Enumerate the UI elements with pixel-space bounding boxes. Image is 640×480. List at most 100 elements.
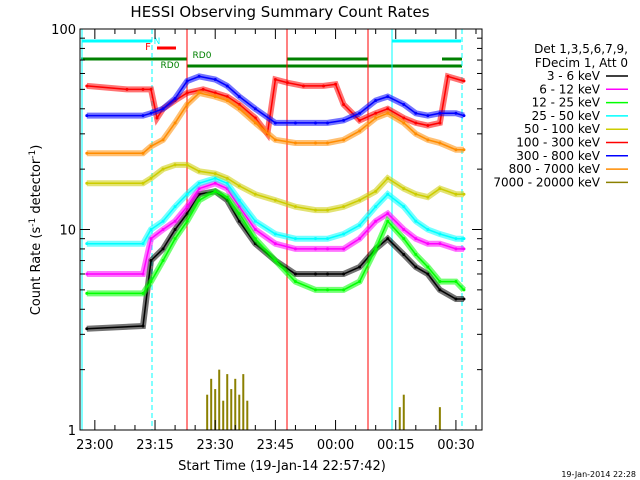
series-point <box>185 91 189 95</box>
series-point <box>386 107 390 111</box>
series-point <box>141 291 145 295</box>
x-tick-label: 00:15 <box>377 438 414 453</box>
y-axis: 1 10 100 <box>51 23 482 439</box>
series-point <box>314 121 318 125</box>
series-point <box>342 232 346 236</box>
series-point <box>358 265 362 269</box>
series-point <box>149 144 153 148</box>
series-point <box>85 272 89 276</box>
series-point <box>225 176 229 180</box>
series-point <box>414 192 418 196</box>
series-point <box>141 242 145 246</box>
series-point <box>213 181 217 185</box>
series-point <box>213 95 217 99</box>
series-point <box>342 205 346 209</box>
series-group <box>85 73 466 126</box>
series-point <box>462 297 466 301</box>
x-tick-label: 23:15 <box>136 438 173 453</box>
series-point <box>173 205 177 209</box>
series-point <box>326 141 330 145</box>
series-point <box>273 138 277 142</box>
series-point <box>342 138 346 142</box>
series-point <box>273 259 277 263</box>
series-point <box>185 205 189 209</box>
series-point <box>173 228 177 231</box>
series-point <box>358 118 362 122</box>
series-point <box>322 84 326 88</box>
series-point <box>438 280 442 284</box>
series-point <box>197 74 201 78</box>
y-axis-label-sup2: -1 <box>28 150 38 159</box>
legend-label: 800 - 7000 keV <box>509 162 601 176</box>
series-point <box>314 247 318 251</box>
series-group <box>85 187 467 297</box>
series-point <box>374 219 378 223</box>
x-tick-label: 00:00 <box>317 438 354 453</box>
series-point <box>293 247 297 251</box>
series-point <box>185 163 189 167</box>
series-point <box>213 172 217 176</box>
legend-label: 50 - 100 keV <box>524 122 601 136</box>
series-point <box>374 98 378 102</box>
legend: Det 1,3,5,6,7,9, FDecim 1, Att 0 3 - 6 k… <box>493 42 628 189</box>
series-point <box>454 148 458 152</box>
series-point <box>125 87 129 91</box>
y-tick-label: 1 <box>68 424 76 439</box>
series-point <box>462 148 466 152</box>
x-tick-label: 23:00 <box>76 438 113 453</box>
series-point <box>358 237 362 241</box>
series-point <box>149 259 153 263</box>
y-tick-label: 10 <box>59 224 76 239</box>
series-point <box>85 327 89 331</box>
series-point <box>173 219 177 223</box>
series-point <box>237 107 241 111</box>
series-point <box>185 79 189 83</box>
series-point <box>426 195 430 199</box>
y-axis-label-end: ) <box>29 145 44 150</box>
series-point <box>273 121 277 125</box>
series-point <box>253 121 257 125</box>
series-point <box>326 208 330 212</box>
series-point <box>237 219 241 223</box>
series-point <box>149 280 153 284</box>
series-point <box>402 237 406 241</box>
series-point <box>426 272 430 276</box>
series-point <box>414 132 418 136</box>
series-point <box>85 181 89 185</box>
series-point <box>386 212 390 216</box>
series-point <box>141 272 145 276</box>
series-point <box>374 116 378 120</box>
series-point <box>185 192 189 196</box>
series-point <box>438 111 442 115</box>
event-annotation: RD0 <box>193 51 212 61</box>
series-point <box>342 118 346 122</box>
series-point <box>85 84 89 88</box>
series-point <box>293 272 297 276</box>
series-point <box>85 114 89 118</box>
series-point <box>326 288 330 292</box>
series-point <box>273 242 277 246</box>
series-point <box>426 265 430 269</box>
series-point <box>314 141 318 145</box>
series-point <box>358 223 362 227</box>
series-point <box>462 79 466 83</box>
series-point <box>149 87 153 91</box>
series-point <box>426 114 430 118</box>
legend-label: 7000 - 20000 keV <box>493 175 600 189</box>
series-point <box>326 237 330 241</box>
legend-label: 25 - 50 keV <box>532 109 601 123</box>
series-group <box>85 175 466 247</box>
series-point <box>314 288 318 292</box>
y-axis-label: Count Rate (s-1 detector-1) <box>28 145 44 316</box>
series-point <box>402 253 406 257</box>
x-axis: 23:00 23:15 23:30 23:45 00:00 00:15 00:30 <box>76 29 477 453</box>
series-point <box>225 195 229 199</box>
series-point <box>253 192 257 196</box>
series-point <box>438 141 442 145</box>
series-point <box>462 247 466 251</box>
event-annotation: N <box>154 37 161 47</box>
series-point <box>293 121 297 125</box>
legend-label: 12 - 25 keV <box>532 96 601 110</box>
series-point <box>141 87 145 91</box>
